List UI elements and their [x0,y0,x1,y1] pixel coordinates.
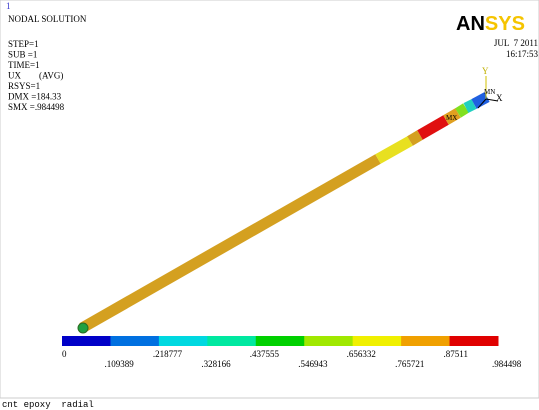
legend-label: .437555 [250,349,280,359]
rod-segment [410,135,420,141]
rod-end [78,323,88,333]
caption: cnt epoxy radial [2,400,94,410]
legend-label: .984498 [492,359,522,369]
logo: ANSYS [456,13,525,35]
plot-number: 1 [6,1,11,11]
triad-y: Y [482,66,489,76]
legend-label: .765721 [395,359,424,369]
info-line: SMX =.984498 [8,102,65,112]
info-line: UX (AVG) [8,71,63,81]
legend-label: .109389 [104,359,134,369]
legend-label: .218777 [153,349,183,359]
info-line: RSYS=1 [8,81,40,91]
legend-band [450,336,499,346]
info-line: STEP=1 [8,39,39,49]
rod-segment [458,108,466,113]
logo-dark: AN [456,13,485,35]
info-line: TIME=1 [8,60,40,70]
legend-band [401,336,450,346]
triad-x: X [496,93,503,103]
info-line: DMX =184.33 [8,92,62,102]
time: 16:17:53 [506,49,539,59]
max-label: MX [446,114,457,122]
legend-label: .328166 [201,359,231,369]
logo-light: SYS [485,13,525,35]
legend-label: .87511 [444,349,468,359]
legend-band [110,336,159,346]
legend-band [304,336,353,346]
ansys-window: 1 NODAL SOLUTION STEP=1SUB =1TIME=1UX (A… [0,0,539,410]
legend-band [353,336,402,346]
color-legend [62,336,499,346]
info-line: SUB =1 [8,50,37,60]
plot-title: NODAL SOLUTION [8,14,87,24]
date: JUL 7 2011 [494,38,538,48]
legend-band [207,336,256,346]
legend-label: .656332 [347,349,376,359]
rod-segment [466,104,474,108]
legend-band [256,336,305,346]
legend-band [159,336,208,346]
legend-label: .546943 [298,359,328,369]
min-label: MN [484,88,495,96]
legend-label: 0 [62,349,67,359]
legend-band [62,336,111,346]
